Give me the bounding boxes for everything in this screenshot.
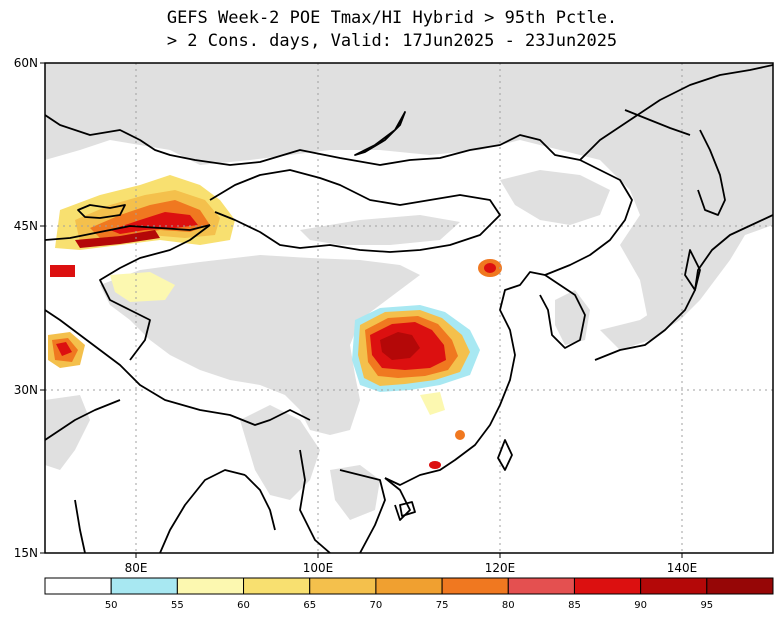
lat-label-60n: 60N bbox=[14, 56, 38, 70]
lon-label-140e: 140E bbox=[667, 561, 698, 575]
map-title-line-1: GEFS Week-2 POE Tmax/HI Hybrid > 95th Pc… bbox=[166, 8, 618, 28]
colorbar-tick-label: 85 bbox=[568, 600, 581, 611]
colorbar-swatch bbox=[243, 577, 311, 595]
colorbar: 50 55 60 65 70 75 80 85 90 95 bbox=[44, 577, 774, 611]
colorbar-swatch bbox=[44, 577, 112, 595]
colorbar-swatch bbox=[507, 577, 575, 595]
colorbar-tick-label: 65 bbox=[303, 600, 316, 611]
masked-regions bbox=[45, 63, 773, 520]
colorbar-tick-label: 95 bbox=[700, 600, 713, 611]
lon-label-80e: 80E bbox=[125, 561, 148, 575]
lat-label-15n: 15N bbox=[14, 546, 38, 560]
colorbar-swatch bbox=[640, 577, 708, 595]
colorbar-tick-label: 75 bbox=[436, 600, 449, 611]
lon-label-100e: 100E bbox=[303, 561, 334, 575]
colorbar-tick-label: 60 bbox=[237, 600, 250, 611]
graticule bbox=[45, 63, 773, 553]
colorbar-swatch bbox=[309, 577, 377, 595]
colorbar-swatch bbox=[573, 577, 642, 595]
colorbar-swatch bbox=[110, 577, 178, 595]
lon-label-120e: 120E bbox=[485, 561, 516, 575]
colorbar-tick-label: 55 bbox=[171, 600, 184, 611]
coastlines bbox=[45, 64, 773, 553]
colorbar-swatch bbox=[176, 577, 245, 595]
colorbar-swatch bbox=[441, 577, 509, 595]
colorbar-tick-label: 90 bbox=[634, 600, 647, 611]
colorbar-swatch bbox=[375, 577, 443, 595]
colorbar-swatch bbox=[706, 577, 774, 595]
map-title-line-2: > 2 Cons. days, Valid: 17Jun2025 - 23Jun… bbox=[166, 31, 618, 51]
colorbar-tick-label: 50 bbox=[105, 600, 118, 611]
axis-ticks bbox=[40, 62, 683, 558]
lat-label-30n: 30N bbox=[14, 383, 38, 397]
lat-label-45n: 45N bbox=[14, 219, 38, 233]
colorbar-tick-label: 70 bbox=[370, 600, 383, 611]
map-frame bbox=[44, 62, 774, 554]
colorbar-tick-label: 80 bbox=[502, 600, 515, 611]
